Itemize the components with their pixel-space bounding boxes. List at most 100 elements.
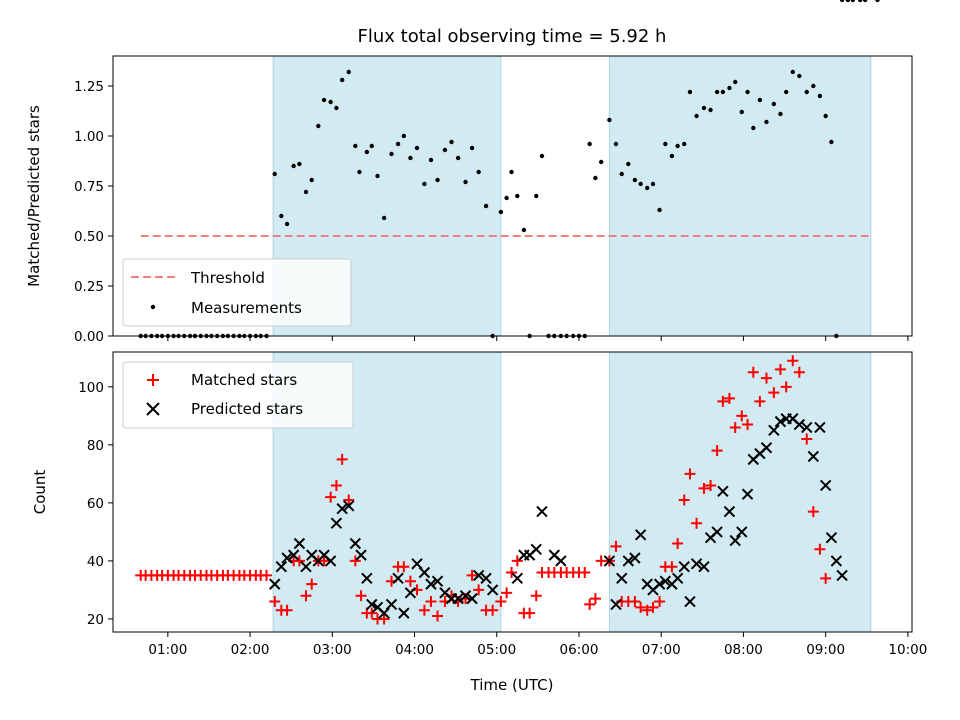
measurement-point (797, 73, 802, 79)
matched-star-point (425, 596, 437, 608)
measurement-point (669, 153, 675, 159)
predicted-star-point (634, 529, 647, 541)
predicted-star-point (472, 569, 485, 582)
matched-star-point (404, 575, 416, 587)
measurement-point (334, 105, 339, 111)
legend-threshold-label: Threshold (190, 269, 265, 287)
matched-star-point (378, 613, 390, 625)
predicted-star-point (336, 502, 348, 515)
measurement-point (339, 77, 345, 83)
matched-star-point (306, 578, 318, 590)
measurement-point (632, 177, 638, 183)
predicted-star-point (418, 566, 431, 579)
predicted-star-point (486, 584, 499, 596)
measurement-point (875, 0, 880, 3)
matched-star-point (281, 604, 293, 616)
measurement-point (428, 157, 434, 163)
measurement-point (694, 113, 699, 119)
measurement-point (272, 171, 277, 177)
matched-star-point (336, 453, 348, 465)
top-y-axis-label: Matched/Predicted stars (25, 105, 43, 287)
matched-star-point (705, 479, 717, 491)
predicted-star-point (361, 572, 373, 585)
matched-star-point (672, 538, 684, 550)
matched-star-point (473, 584, 485, 596)
matched-star-point (398, 561, 410, 573)
measurement-point (663, 141, 668, 147)
measurement-point (790, 69, 795, 75)
measurement-point (587, 141, 592, 147)
predicted-star-point (741, 488, 754, 500)
measurement-point (435, 177, 440, 183)
matched-star-point (647, 601, 659, 613)
x-axis-label: Time (UTC) (470, 676, 554, 694)
measurement-point (764, 119, 769, 125)
predicted-star-point (425, 578, 437, 590)
bottom-plot-frame (112, 351, 913, 633)
measurement-point (364, 149, 370, 155)
matched-star-point (678, 494, 690, 506)
predicted-star-point (793, 418, 806, 431)
predicted-star-point (404, 587, 417, 599)
predicted-star-point (723, 505, 736, 518)
legend-matched-swatch (147, 374, 159, 386)
measurement-point (745, 89, 750, 95)
predicted-star-point (690, 558, 703, 570)
predicted-star-point (530, 543, 542, 556)
x-tick-label: 01:00 (148, 642, 187, 658)
x-tick-label: 09:00 (806, 642, 845, 658)
matched-star-point (666, 561, 678, 573)
matched-star-point (780, 381, 792, 393)
matched-star-point (501, 587, 513, 599)
predicted-star-point (814, 421, 826, 434)
measurement-point (395, 141, 401, 147)
measurement-point (509, 169, 514, 175)
predicted-star-point (398, 607, 410, 619)
measurement-point (783, 89, 789, 95)
predicted-star-point (825, 531, 838, 544)
measurement-point (316, 123, 321, 129)
predicted-star-point (287, 549, 300, 561)
measurement-point (757, 97, 763, 103)
y-tick-label: 20 (87, 612, 104, 628)
predicted-star-point (736, 526, 748, 538)
matched-star-point (487, 604, 499, 616)
predicted-star-point (653, 578, 666, 590)
predicted-star-point (293, 537, 306, 550)
predicted-star-point (466, 592, 478, 605)
y-tick-label: 0.75 (74, 179, 104, 195)
matched-star-point (691, 517, 703, 529)
measurement-point (369, 143, 374, 149)
predicted-star-point (392, 572, 404, 585)
measurement-point (708, 107, 713, 113)
measurement-point (727, 85, 732, 91)
measurement-point (823, 113, 828, 119)
legend-measurements-label: Measurements (191, 299, 302, 317)
predicted-star-point (366, 598, 378, 611)
predicted-star-point (768, 424, 780, 437)
measurement-point (303, 189, 309, 195)
predicted-star-point (610, 598, 622, 611)
bottom-panel: 20 40 60 80 100 01:00 02:00 03:00 04:00 05:00 06:… (31, 352, 927, 694)
measurement-point (817, 93, 823, 99)
legend-matched-label: Matched stars (191, 371, 297, 389)
x-tick-label: 08:00 (724, 642, 763, 658)
matched-star-point (717, 395, 729, 407)
measurement-point (811, 83, 816, 89)
measurement-point (701, 105, 707, 111)
y-tick-label: 0.25 (74, 279, 104, 295)
measurement-point (309, 177, 314, 183)
measurement-point (714, 89, 720, 95)
matched-star-point (641, 604, 653, 616)
predicted-star-point (819, 479, 832, 492)
measurement-point (375, 173, 380, 179)
x-tick-label: 06:00 (560, 642, 599, 658)
measurement-point (401, 133, 407, 139)
measurement-point (626, 161, 631, 167)
measurement-point (539, 153, 545, 159)
measurement-point (534, 193, 539, 199)
legend-predicted-label: Predicted stars (191, 400, 303, 418)
measurement-point (455, 155, 461, 161)
measurement-point (476, 169, 481, 175)
x-tick-label: 02:00 (231, 642, 270, 658)
